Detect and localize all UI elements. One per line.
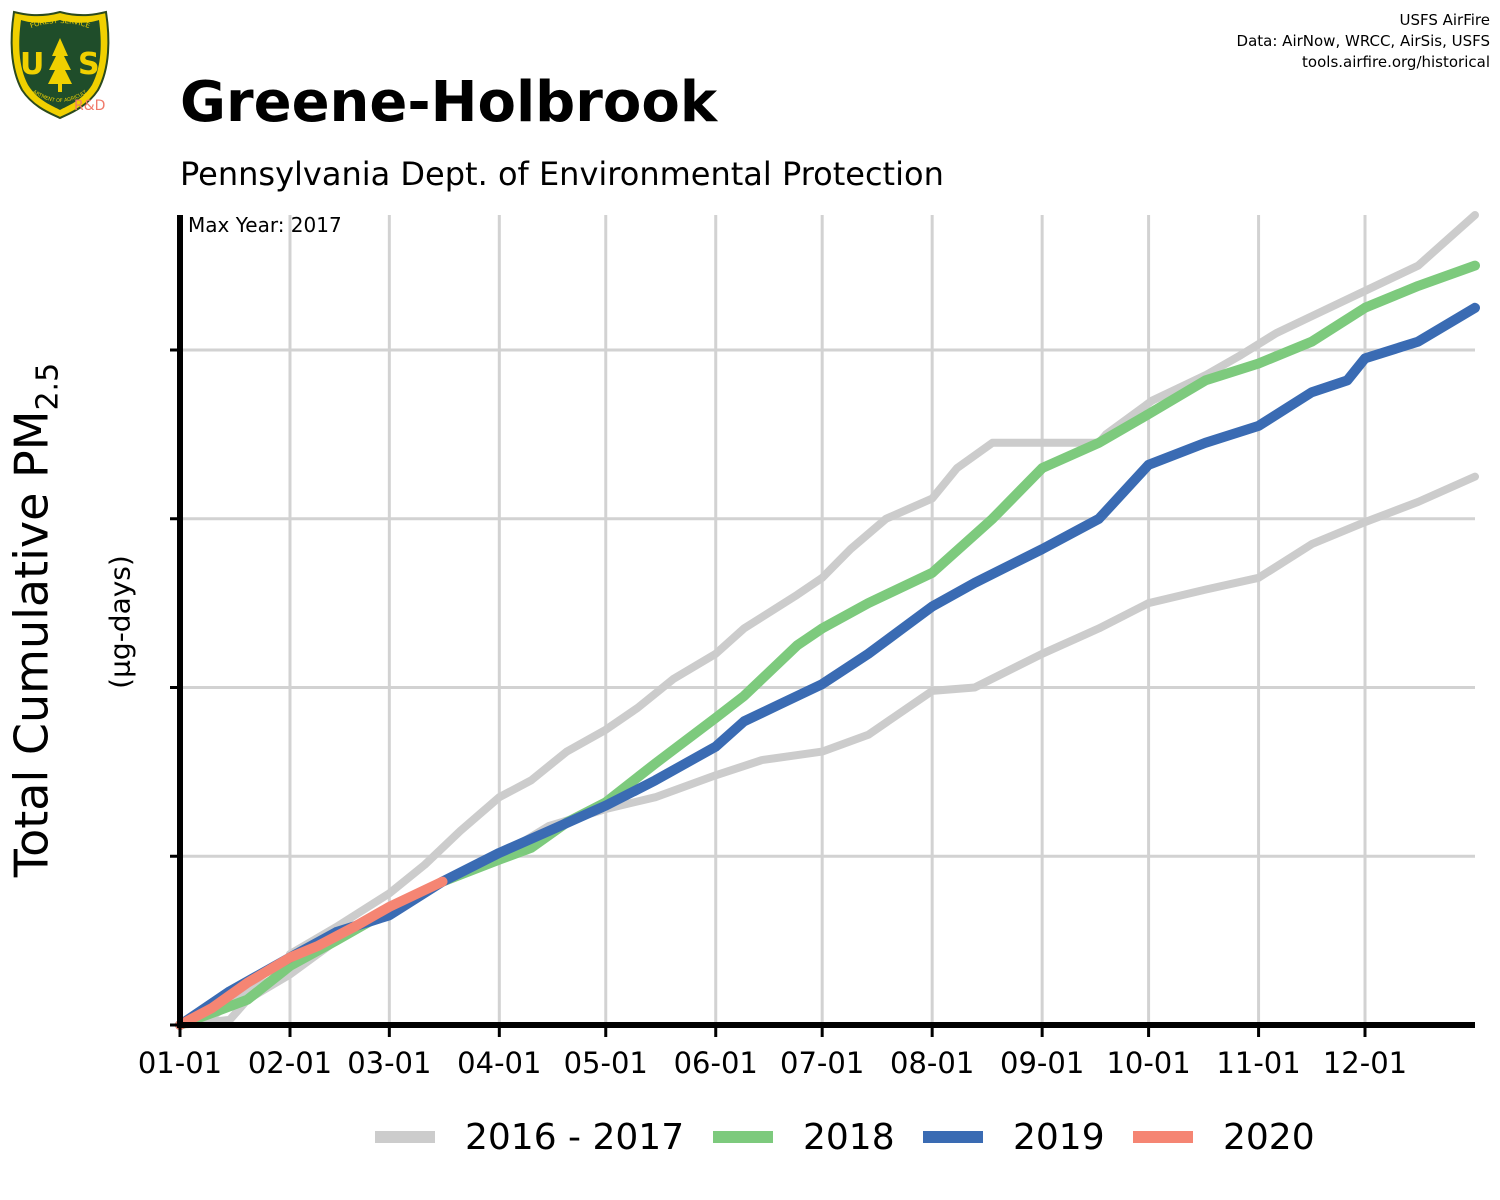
x-tick-label: 12-01 bbox=[1323, 1046, 1407, 1080]
usfs-shield-icon: U S FOREST SERVICE DEPARTMENT OF AGRICUL… bbox=[6, 4, 110, 120]
legend-item: 2018 bbox=[713, 1112, 895, 1162]
chart-subtitle: Pennsylvania Dept. of Environmental Prot… bbox=[180, 155, 944, 193]
x-tick-label: 04-01 bbox=[457, 1046, 541, 1080]
legend-item: 2019 bbox=[923, 1112, 1105, 1162]
x-tick-label: 07-01 bbox=[780, 1046, 864, 1080]
legend-item: 2016 - 2017 bbox=[375, 1112, 684, 1162]
legend-swatch bbox=[713, 1131, 773, 1143]
legend-swatch bbox=[1133, 1131, 1193, 1143]
series-line-2016-2017 bbox=[176, 211, 1479, 1029]
legend-label: 2016 - 2017 bbox=[465, 1116, 685, 1158]
legend-swatch bbox=[923, 1131, 983, 1143]
max-year-annotation: Max Year: 2017 bbox=[188, 213, 342, 237]
legend-label: 2020 bbox=[1223, 1116, 1315, 1158]
x-tick-label: 09-01 bbox=[1000, 1046, 1084, 1080]
credit-line: USFS AirFire bbox=[1399, 11, 1490, 29]
credits: USFS AirFire Data: AirNow, WRCC, AirSis,… bbox=[1237, 10, 1490, 73]
series-lines bbox=[175, 211, 1480, 1030]
credit-line: tools.airfire.org/historical bbox=[1302, 53, 1490, 71]
x-tick-label: 11-01 bbox=[1216, 1046, 1300, 1080]
svg-text:U: U bbox=[20, 47, 44, 82]
x-tick-labels: 01-01 02-01 03-01 04-01 05-01 06-01 07-01 08-01… bbox=[138, 1046, 1407, 1080]
series-line-2016-2017 bbox=[176, 472, 1479, 1029]
credit-line: Data: AirNow, WRCC, AirSis, USFS bbox=[1236, 32, 1490, 50]
chart-title: Greene-Holbrook bbox=[180, 70, 718, 135]
usfs-logo: U S FOREST SERVICE DEPARTMENT OF AGRICUL… bbox=[6, 4, 112, 120]
series-line-2020 bbox=[175, 876, 448, 1030]
legend-label: 2019 bbox=[1013, 1116, 1105, 1158]
x-tick-label: 10-01 bbox=[1106, 1046, 1190, 1080]
legend-label: 2018 bbox=[803, 1116, 895, 1158]
legend-swatch bbox=[375, 1131, 435, 1143]
x-tick-label: 06-01 bbox=[674, 1046, 758, 1080]
x-tick-label: 03-01 bbox=[347, 1046, 431, 1080]
svg-text:S: S bbox=[78, 47, 100, 82]
x-tick-label: 08-01 bbox=[890, 1046, 974, 1080]
cumulative-pm25-chart: 01-01 02-01 03-01 04-01 05-01 06-01 07-01 08-01… bbox=[138, 211, 1480, 1080]
x-tick-label: 02-01 bbox=[248, 1046, 332, 1080]
series-line-2019 bbox=[175, 302, 1480, 1030]
logo-rd-badge: R&D bbox=[74, 98, 106, 114]
x-tick-label: 01-01 bbox=[138, 1046, 222, 1080]
axes bbox=[170, 215, 1475, 1037]
legend: 2016 - 2017 2018 2019 2020 bbox=[0, 1112, 1500, 1162]
x-tick-label: 05-01 bbox=[564, 1046, 648, 1080]
legend-item: 2020 bbox=[1133, 1112, 1315, 1162]
